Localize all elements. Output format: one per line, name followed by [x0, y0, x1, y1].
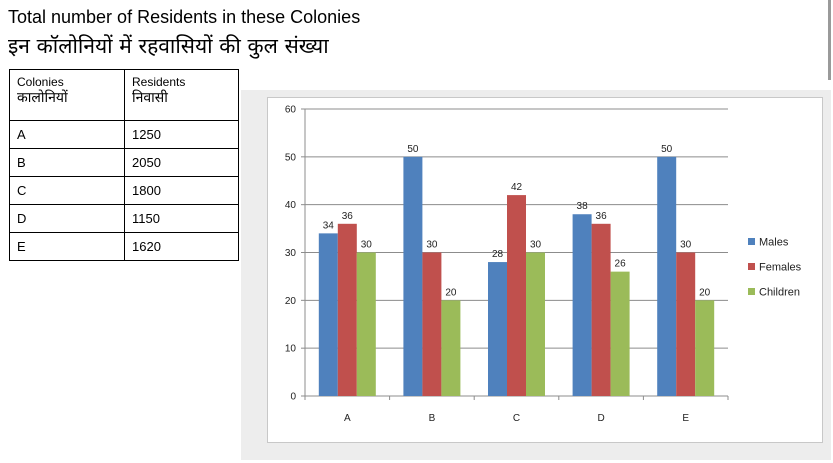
bar-males [403, 156, 423, 396]
residents-cell: 1620 [124, 232, 239, 261]
legend-swatch [748, 263, 755, 270]
colony-cell: E [9, 232, 125, 261]
bar-children [610, 271, 630, 396]
residents-cell: 1250 [124, 120, 239, 149]
bar-females [676, 252, 696, 396]
x-tick-label: B [429, 413, 436, 424]
colonies-header-en: Colonies [17, 75, 64, 89]
data-label: 28 [492, 249, 504, 260]
y-tick-label: 20 [285, 296, 297, 307]
chart-title-hindi: इन कॉलोनियों में रहवासियों की कुल संख्या [8, 34, 329, 58]
data-label: 42 [511, 182, 523, 193]
bar-females [591, 223, 611, 396]
x-tick-label: A [344, 413, 351, 424]
y-tick-label: 50 [285, 152, 297, 163]
colonies-header: Colonies कालोनियों [9, 69, 125, 121]
residents-cell: 1800 [124, 176, 239, 205]
y-tick-label: 40 [285, 200, 297, 211]
data-label: 50 [407, 144, 419, 155]
data-label: 30 [426, 240, 438, 251]
legend-swatch [748, 238, 755, 245]
table-row: D 1150 [9, 204, 239, 233]
table-row: B 2050 [9, 148, 239, 177]
data-label: 30 [530, 240, 542, 251]
data-label: 36 [342, 211, 354, 222]
y-tick-label: 10 [285, 344, 297, 355]
legend-label: Females [759, 262, 802, 274]
x-tick-label: E [682, 413, 689, 424]
data-label: 38 [577, 201, 589, 212]
scrollbar-edge [828, 0, 831, 80]
bar-children [695, 300, 715, 396]
bar-females [422, 252, 442, 396]
bar-females [507, 195, 526, 396]
data-label: 36 [596, 211, 608, 222]
data-label: 26 [615, 259, 627, 270]
bar-males [318, 233, 338, 396]
data-label: 50 [661, 144, 673, 155]
chart-title-english: Total number of Residents in these Colon… [8, 7, 361, 27]
residents-cell: 1150 [124, 204, 239, 233]
bar-children [526, 252, 545, 396]
data-label: 20 [699, 287, 711, 298]
bar-males [488, 262, 507, 396]
bar-males [572, 214, 592, 396]
bar-females [337, 223, 357, 396]
y-tick-label: 0 [290, 392, 296, 403]
legend-label: Children [759, 287, 800, 299]
residents-header-en: Residents [132, 75, 186, 89]
legend-label: Males [759, 237, 789, 249]
table-row: E 1620 [9, 232, 239, 261]
table-row: C 1800 [9, 176, 239, 205]
y-tick-label: 60 [285, 105, 297, 116]
data-label: 30 [361, 240, 373, 251]
data-label: 34 [323, 220, 335, 231]
data-label: 20 [445, 287, 457, 298]
colony-cell: D [9, 204, 125, 233]
data-label: 30 [680, 240, 692, 251]
bar-children [441, 300, 461, 396]
residents-header-hi: निवासी [132, 90, 168, 106]
colony-cell: C [9, 176, 125, 205]
legend-swatch [748, 288, 755, 295]
table-row: A 1250 [9, 120, 239, 149]
residents-cell: 2050 [124, 148, 239, 177]
colony-cell: B [9, 148, 125, 177]
colonies-header-hi: कालोनियों [17, 90, 68, 106]
x-tick-label: D [597, 413, 604, 424]
bar-males [657, 156, 677, 396]
y-tick-label: 30 [285, 248, 297, 259]
residents-table: Colonies कालोनियों Residents निवासी A 12… [9, 69, 239, 261]
x-tick-label: C [513, 413, 520, 424]
bar-children [356, 252, 376, 396]
